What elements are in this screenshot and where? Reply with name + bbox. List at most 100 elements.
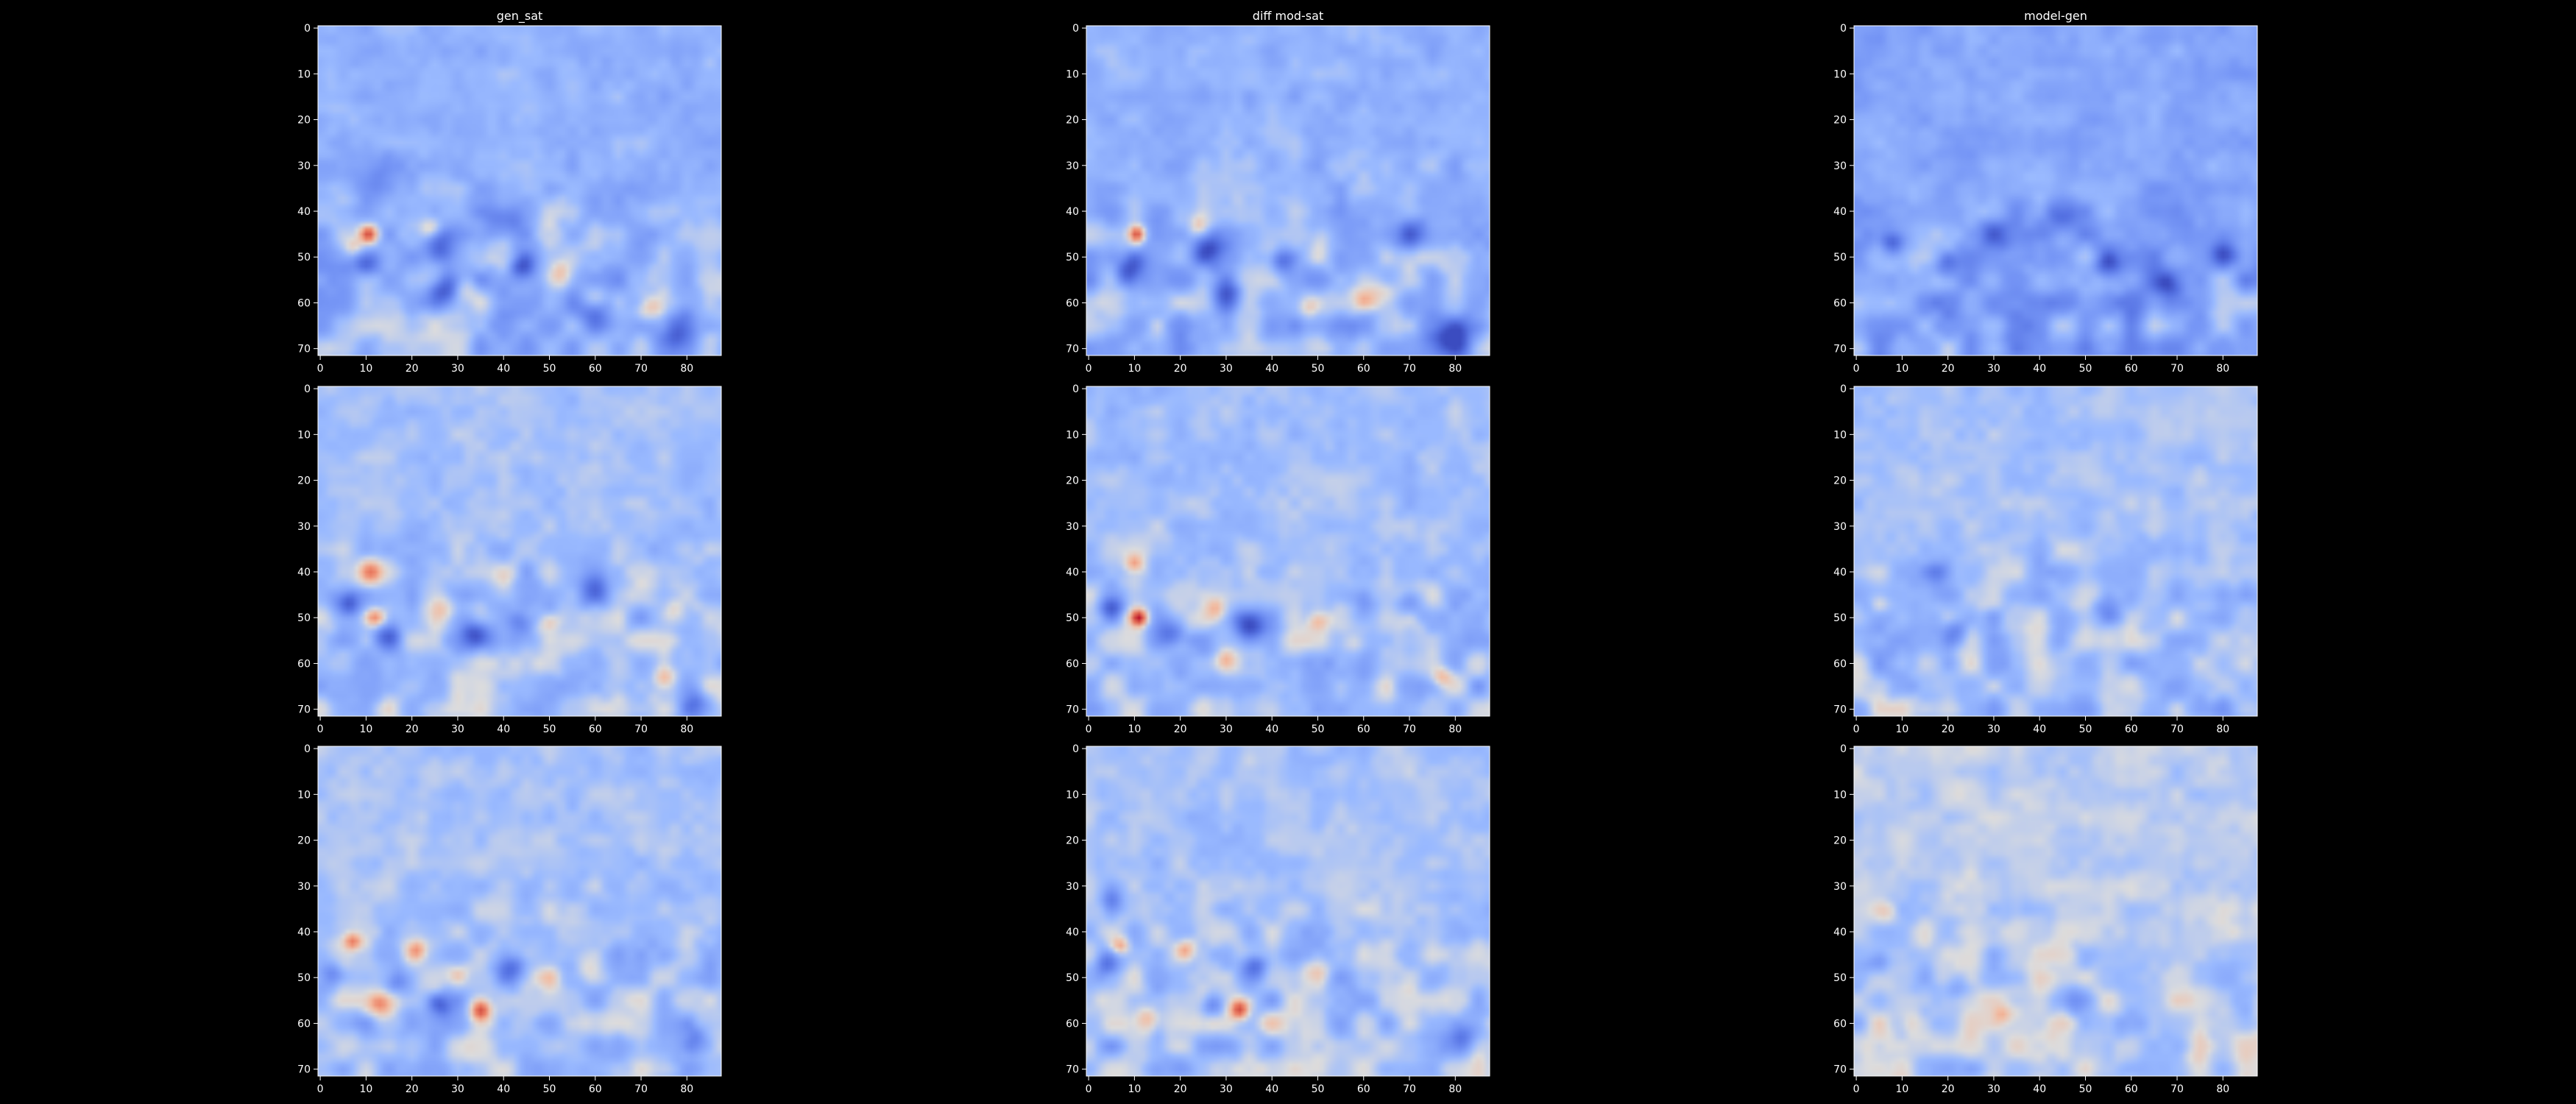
- y-tick-label: 20: [1066, 475, 1079, 487]
- y-tick-label: 20: [1066, 835, 1079, 847]
- y-tick-label: 60: [1833, 1018, 1847, 1030]
- x-tick-label: 80: [680, 363, 693, 375]
- x-tick-label: 30: [1220, 363, 1233, 375]
- y-tick-label: 50: [1833, 252, 1847, 263]
- y-tick-label: 40: [1066, 567, 1079, 578]
- x-tick-label: 10: [359, 363, 372, 375]
- x-tick-label: 0: [1086, 1083, 1092, 1095]
- x-tick-label: 80: [1448, 723, 1462, 735]
- y-tick-label: 20: [1833, 475, 1847, 487]
- x-tick-label: 40: [2033, 363, 2046, 375]
- y-tick-label: 20: [297, 835, 311, 847]
- x-tick-label: 10: [1895, 1083, 1908, 1095]
- x-tick-label: 30: [451, 363, 464, 375]
- x-tick-label: 20: [1174, 723, 1187, 735]
- x-tick-label: 40: [1265, 723, 1278, 735]
- x-tick-label: 40: [497, 1083, 510, 1095]
- x-tick-label: 30: [451, 1083, 464, 1095]
- x-tick-label: 60: [2125, 363, 2138, 375]
- x-tick-label: 80: [2216, 363, 2229, 375]
- y-tick-label: 70: [1833, 1064, 1847, 1076]
- heatmap-frame: [1086, 25, 1490, 356]
- x-tick-label: 10: [359, 723, 372, 735]
- y-tick-label: 60: [1066, 658, 1079, 670]
- x-tick-label: 20: [1174, 363, 1187, 375]
- heatmap-image: [318, 26, 721, 355]
- heatmap-panel-r1c0: 0 10 20 30 40 50 60 70 80 0 10 20 30 40 50 60 70: [297, 383, 722, 735]
- x-tick-label: 70: [1403, 363, 1416, 375]
- y-tick-label: 50: [1066, 972, 1079, 984]
- y-tick-label: 30: [1833, 881, 1847, 893]
- heatmap-image: [1086, 386, 1490, 716]
- y-tick-label: 40: [297, 927, 311, 938]
- x-tick-label: 10: [1128, 1083, 1141, 1095]
- y-tick-label: 70: [1833, 344, 1847, 355]
- y-tick-label: 50: [1066, 252, 1079, 263]
- heatmap-panel-r2c0: 0 10 20 30 40 50 60 70 80 0 10 20 30 40 50 60 70: [297, 743, 722, 1095]
- x-tick-label: 30: [1220, 723, 1233, 735]
- y-tick-label: 60: [297, 297, 311, 309]
- y-tick-label: 50: [1833, 972, 1847, 984]
- x-tick-label: 0: [1086, 363, 1092, 375]
- heatmap-frame: [317, 386, 722, 717]
- panel-title: gen_sat: [497, 9, 543, 24]
- heatmap-frame: [1086, 386, 1490, 717]
- x-tick-label: 80: [680, 1083, 693, 1095]
- x-tick-label: 50: [1312, 723, 1325, 735]
- y-tick-label: 10: [1833, 429, 1847, 441]
- x-tick-label: 60: [1357, 723, 1370, 735]
- y-tick-label: 20: [1833, 835, 1847, 847]
- y-tick-label: 30: [1066, 521, 1079, 533]
- y-tick-label: 10: [1833, 68, 1847, 80]
- y-tick-label: 70: [297, 344, 311, 355]
- y-tick-label: 60: [297, 1018, 311, 1030]
- heatmap-frame: [317, 25, 722, 356]
- y-tick-label: 0: [1072, 23, 1079, 35]
- x-tick-label: 20: [1942, 723, 1955, 735]
- x-tick-label: 10: [1895, 723, 1908, 735]
- heatmap-image: [1854, 386, 2257, 716]
- panel-title: model-gen: [2024, 9, 2087, 23]
- x-tick-label: 30: [1987, 1083, 2000, 1095]
- y-tick-label: 30: [1066, 160, 1079, 172]
- heatmap-frame: [317, 746, 722, 1077]
- y-tick-label: 70: [1833, 704, 1847, 716]
- y-tick-label: 50: [297, 612, 311, 624]
- x-tick-label: 20: [406, 723, 419, 735]
- y-tick-label: 60: [1066, 1018, 1079, 1030]
- heatmap-panel-r0c0: gen_sat 0 10 20 30 40 50 60 70 80 0 10 20 30 40 50 60 70: [297, 9, 722, 375]
- y-tick-label: 40: [1066, 206, 1079, 218]
- y-tick-label: 60: [1833, 658, 1847, 670]
- heatmap-frame: [1853, 746, 2258, 1077]
- y-tick-label: 40: [297, 206, 311, 218]
- heatmap-image: [1854, 746, 2257, 1076]
- x-tick-label: 40: [2033, 723, 2046, 735]
- y-tick-label: 70: [297, 704, 311, 716]
- y-tick-label: 10: [1833, 789, 1847, 801]
- x-tick-label: 30: [1987, 723, 2000, 735]
- x-tick-label: 20: [1174, 1083, 1187, 1095]
- x-tick-label: 30: [1987, 363, 2000, 375]
- x-tick-label: 50: [1312, 363, 1325, 375]
- x-tick-label: 40: [497, 363, 510, 375]
- x-tick-label: 0: [317, 363, 324, 375]
- x-tick-label: 60: [589, 723, 602, 735]
- y-tick-label: 20: [297, 475, 311, 487]
- y-tick-label: 60: [1066, 297, 1079, 309]
- heatmap-frame: [1086, 746, 1490, 1077]
- x-tick-label: 50: [543, 723, 556, 735]
- y-tick-label: 70: [1066, 704, 1079, 716]
- x-tick-label: 50: [2079, 723, 2092, 735]
- x-tick-label: 0: [1853, 723, 1860, 735]
- heatmap-image: [1854, 26, 2257, 355]
- y-tick-label: 50: [297, 252, 311, 263]
- x-tick-label: 20: [406, 1083, 419, 1095]
- x-tick-label: 40: [497, 723, 510, 735]
- y-tick-label: 40: [1066, 927, 1079, 938]
- y-tick-label: 70: [297, 1064, 311, 1076]
- x-tick-label: 70: [2170, 723, 2184, 735]
- x-tick-label: 0: [317, 1083, 324, 1095]
- x-tick-label: 40: [2033, 1083, 2046, 1095]
- x-tick-label: 60: [1357, 363, 1370, 375]
